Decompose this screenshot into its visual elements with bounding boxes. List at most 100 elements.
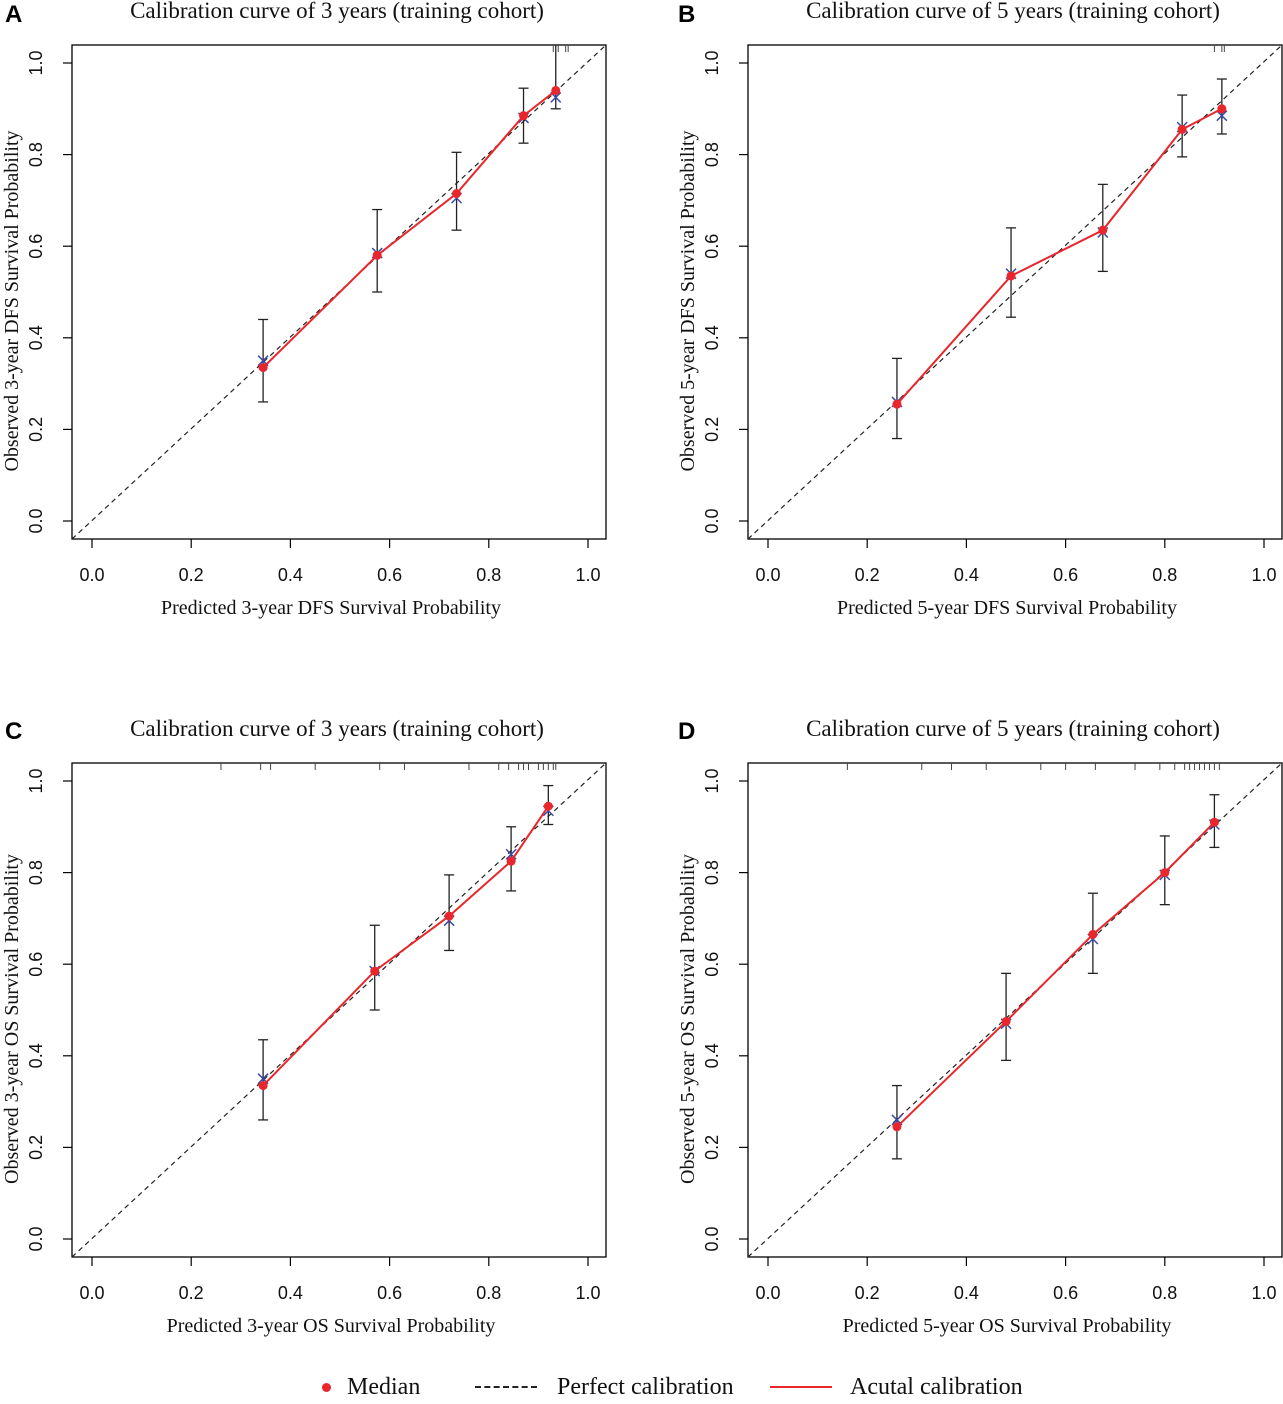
perfect-calibration-line xyxy=(747,762,1283,1258)
median-point xyxy=(1177,124,1187,134)
y-tick-label: 0.4 xyxy=(702,1043,722,1068)
legend: Median Perfect calibration Acutal calibr… xyxy=(0,1370,1283,1404)
perfect-calibration-line xyxy=(71,762,607,1258)
x-tick-label: 0.2 xyxy=(855,565,880,585)
legend-median: Median xyxy=(322,1370,420,1404)
y-tick-label: 0.6 xyxy=(702,952,722,977)
x-tick-label: 0.6 xyxy=(377,565,402,585)
median-point xyxy=(892,399,902,409)
y-tick-label: 1.0 xyxy=(26,768,46,793)
median-point xyxy=(551,85,561,95)
median-point xyxy=(370,966,380,976)
panel-c-xlabel: Predicted 3-year OS Survival Probability xyxy=(167,1315,496,1337)
median-point xyxy=(258,363,268,373)
y-tick-label: 0.0 xyxy=(702,1226,722,1251)
x-tick-label: 0.6 xyxy=(1053,1283,1078,1303)
x-tick-label: 0.2 xyxy=(179,1283,204,1303)
panel-a-ylabel: Observed 3-year DFS Survival Probability xyxy=(1,130,23,471)
y-tick-label: 0.4 xyxy=(26,325,46,350)
x-tick-label: 0.4 xyxy=(278,565,303,585)
median-point xyxy=(543,801,553,811)
panel-a-plot-area: 0.0 0.2 0.4 0.6 0.8 1.0 0.0 0.2 0.4 0.6 0.8 1.0 xyxy=(26,44,607,585)
y-tick-label: 0.6 xyxy=(26,952,46,977)
median-point xyxy=(1160,868,1170,878)
median-point xyxy=(1006,271,1016,281)
median-dot-icon xyxy=(322,1382,331,1392)
y-tick-label: 0.8 xyxy=(26,860,46,885)
observed-cross-point xyxy=(1216,110,1228,122)
x-tick-label: 0.8 xyxy=(476,1283,501,1303)
median-point xyxy=(519,111,529,121)
actual-calibration-line xyxy=(262,89,557,369)
panel-letter-b: B xyxy=(678,1,695,28)
y-tick-label: 1.0 xyxy=(702,50,722,75)
x-tick-label: 0.4 xyxy=(278,1283,303,1303)
x-tick-label: 0.0 xyxy=(755,1283,780,1303)
x-tick-label: 0.2 xyxy=(855,1283,880,1303)
panel-d-plot-area: 0.0 0.2 0.4 0.6 0.8 1.0 0.0 0.2 0.4 0.6 0.8 1.0 xyxy=(702,762,1283,1303)
panel-c: C Calibration curve of 3 years (training… xyxy=(1,716,607,1337)
median-point xyxy=(444,911,454,921)
y-tick-label: 0.2 xyxy=(26,1135,46,1160)
median-point xyxy=(1098,225,1108,235)
median-point xyxy=(1001,1016,1011,1026)
y-tick-label: 0.8 xyxy=(702,142,722,167)
panel-b-ylabel: Observed 5-year DFS Survival Probability xyxy=(677,130,699,471)
legend-perfect-label: Perfect calibration xyxy=(557,1373,734,1400)
y-tick-label: 1.0 xyxy=(702,768,722,793)
panel-letter-a: A xyxy=(5,1,22,28)
panel-b-title: Calibration curve of 5 years (training c… xyxy=(806,0,1220,23)
panel-b-plot-area: 0.0 0.2 0.4 0.6 0.8 1.0 0.0 0.2 0.4 0.6 0.8 1.0 xyxy=(702,44,1283,585)
x-tick-label: 0.4 xyxy=(954,565,979,585)
y-tick-label: 1.0 xyxy=(26,50,46,75)
panel-a-title: Calibration curve of 3 years (training c… xyxy=(130,0,544,23)
y-tick-label: 0.0 xyxy=(26,1226,46,1251)
y-tick-label: 0.6 xyxy=(702,234,722,259)
x-tick-label: 1.0 xyxy=(575,565,600,585)
panel-d-title: Calibration curve of 5 years (training c… xyxy=(806,716,1220,741)
panel-letter-d: D xyxy=(678,718,695,745)
actual-calibration-line xyxy=(262,805,550,1087)
panel-a: A Calibration curve of 3 years (training… xyxy=(1,0,607,619)
y-tick-label: 0.8 xyxy=(26,142,46,167)
median-point xyxy=(1217,104,1227,114)
perfect-calibration-line xyxy=(747,44,1283,540)
median-point xyxy=(892,1122,902,1132)
median-point xyxy=(372,250,382,260)
x-tick-label: 0.4 xyxy=(954,1283,979,1303)
panel-a-plot-box xyxy=(71,44,607,540)
y-tick-label: 0.0 xyxy=(702,508,722,533)
y-tick-label: 0.4 xyxy=(26,1043,46,1068)
median-point xyxy=(452,189,462,199)
median-point xyxy=(1088,929,1098,939)
y-tick-label: 0.4 xyxy=(702,325,722,350)
x-tick-label: 1.0 xyxy=(1251,1283,1276,1303)
x-tick-label: 0.2 xyxy=(179,565,204,585)
actual-calibration-line xyxy=(896,821,1216,1128)
panel-d-ylabel: Observed 5-year OS Survival Probability xyxy=(677,854,699,1184)
panel-c-title: Calibration curve of 3 years (training c… xyxy=(130,716,544,741)
x-tick-label: 0.6 xyxy=(377,1283,402,1303)
panel-b-xlabel: Predicted 5-year DFS Survival Probabilit… xyxy=(837,597,1177,619)
panel-a-xlabel: Predicted 3-year DFS Survival Probabilit… xyxy=(161,597,501,619)
x-tick-label: 1.0 xyxy=(1251,565,1276,585)
x-tick-label: 0.6 xyxy=(1053,565,1078,585)
solid-line-icon xyxy=(770,1386,832,1388)
x-tick-label: 0.8 xyxy=(1152,565,1177,585)
panel-d-plot-box xyxy=(747,762,1283,1258)
y-tick-label: 0.2 xyxy=(702,417,722,442)
legend-actual: Acutal calibration xyxy=(770,1370,1023,1404)
median-point xyxy=(1209,817,1219,827)
y-tick-label: 0.6 xyxy=(26,234,46,259)
x-tick-label: 0.8 xyxy=(1152,1283,1177,1303)
y-tick-label: 0.0 xyxy=(26,508,46,533)
panel-c-plot-box xyxy=(71,762,607,1258)
panel-b: B Calibration curve of 5 years (training… xyxy=(677,0,1283,619)
x-tick-label: 0.0 xyxy=(79,1283,104,1303)
median-point xyxy=(258,1081,268,1091)
panel-c-ylabel: Observed 3-year OS Survival Probability xyxy=(1,854,23,1184)
panel-d: D Calibration curve of 5 years (training… xyxy=(677,716,1283,1337)
panel-c-plot-area: 0.0 0.2 0.4 0.6 0.8 1.0 0.0 0.2 0.4 0.6 0.8 1.0 xyxy=(26,762,607,1303)
x-tick-label: 1.0 xyxy=(575,1283,600,1303)
